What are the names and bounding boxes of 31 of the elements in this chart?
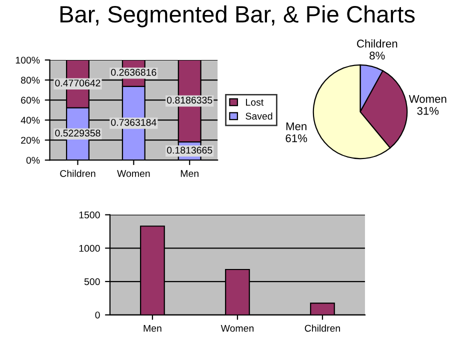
data-label: 0.5229358	[55, 130, 100, 137]
slice-label: Children	[357, 39, 398, 48]
x-tick-label: Women	[117, 170, 150, 177]
legend-label: Saved	[246, 112, 272, 120]
y-tick-label: 1000	[79, 244, 100, 252]
y-tick-label: 500	[84, 278, 100, 286]
legend-label: Lost	[246, 98, 264, 106]
y-tick-label: 40%	[20, 116, 40, 124]
data-label: 0.4770642	[55, 80, 100, 86]
slice-label: Men	[286, 122, 306, 130]
data-label: 0.2636816	[111, 68, 156, 76]
y-tick-label: 60%	[21, 96, 40, 104]
x-tick-label: Women	[220, 324, 254, 332]
x-tick-label: Children	[304, 324, 340, 332]
data-label: 31%	[417, 106, 439, 115]
x-tick-label: Men	[144, 324, 162, 332]
x-tick-label: Children	[60, 170, 96, 177]
y-tick-label: 80%	[21, 76, 40, 84]
data-label: 0.1813665	[167, 146, 212, 154]
data-label: 0.7363184	[111, 118, 156, 126]
y-tick-label: 1500	[79, 212, 100, 218]
y-tick-label: 20%	[21, 136, 40, 144]
slice-label: Women	[408, 95, 446, 103]
data-label: 0.8186335	[167, 96, 212, 104]
chart-title: Bar, Segmented Bar, & Pie Charts	[60, 5, 415, 28]
data-label: 8%	[370, 52, 385, 60]
data-label: 61%	[286, 134, 308, 142]
y-tick-label: 0%	[26, 156, 40, 164]
y-tick-label: 100%	[16, 56, 40, 64]
y-tick-label: 0	[95, 312, 100, 319]
x-tick-label: Men	[180, 170, 198, 177]
